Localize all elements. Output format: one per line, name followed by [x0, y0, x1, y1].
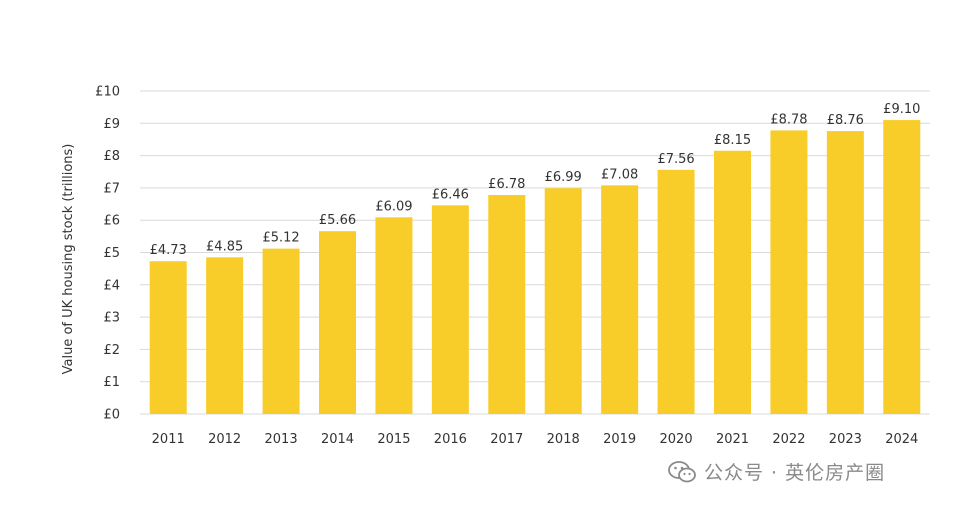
- x-tick-label: 2017: [490, 432, 523, 447]
- x-tick-label: 2015: [377, 432, 410, 447]
- data-label-2016: £6.46: [432, 187, 469, 202]
- data-label-2013: £5.12: [262, 231, 299, 246]
- x-tick-label: 2012: [208, 432, 241, 447]
- x-axis-ticks: 2011 2012 2013 2014 2015 2016 2017 2018 2019 2020…: [152, 432, 919, 447]
- data-label-2017: £6.78: [488, 177, 525, 192]
- x-tick-label: 2021: [716, 432, 749, 447]
- data-label-2012: £4.85: [206, 239, 243, 254]
- watermark-text: 公众号 · 英伦房产圈: [704, 462, 886, 484]
- x-tick-label: 2022: [772, 432, 805, 447]
- gridlines: [140, 90, 930, 415]
- bar-2020: [657, 169, 695, 414]
- y-tick-label: £7: [103, 181, 120, 196]
- x-tick-label: 2020: [660, 432, 693, 447]
- bar-2022: [770, 130, 808, 414]
- bar-2021: [714, 150, 751, 414]
- y-tick-label: £4: [103, 278, 120, 293]
- y-tick-label: £3: [103, 311, 120, 326]
- bar-2015: [375, 217, 413, 414]
- bar-2014: [319, 231, 356, 414]
- y-axis-ticks: £0 £1 £2 £3 £4 £5 £6 £7 £8 £9 £10: [95, 85, 120, 423]
- x-tick-label: 2024: [885, 432, 918, 447]
- y-tick-label: £5: [103, 246, 120, 261]
- data-label-2019: £7.08: [601, 167, 638, 182]
- bar-2019: [601, 185, 639, 414]
- data-label-2014: £5.66: [319, 213, 356, 228]
- data-label-2020: £7.56: [657, 152, 694, 167]
- x-tick-label: 2013: [265, 432, 298, 447]
- y-tick-label: £8: [103, 149, 120, 164]
- data-label-2011: £4.73: [150, 243, 187, 258]
- bar-2024: [883, 120, 921, 414]
- y-tick-label: £1: [103, 375, 120, 390]
- y-tick-label: £2: [103, 343, 120, 358]
- data-label-2023: £8.76: [827, 113, 864, 128]
- bar-2012: [206, 257, 244, 414]
- y-axis-title: Value of UK housing stock (trillions): [61, 144, 76, 375]
- data-label-2024: £9.10: [883, 102, 920, 117]
- data-label-2018: £6.99: [545, 170, 582, 185]
- data-labels: £4.73 £4.85 £5.12 £5.66 £6.09 £6.46 £6.78 £6.99…: [150, 102, 921, 258]
- bar-2017: [488, 195, 526, 414]
- y-tick-label: £6: [103, 214, 120, 229]
- x-tick-label: 2011: [152, 432, 185, 447]
- x-tick-label: 2016: [434, 432, 467, 447]
- bar-2018: [544, 188, 582, 414]
- y-tick-label: £0: [103, 408, 120, 423]
- bar-2013: [262, 248, 300, 414]
- bar-2016: [431, 205, 469, 414]
- data-label-2021: £8.15: [714, 133, 751, 148]
- wechat-icon: [668, 460, 696, 482]
- data-label-2022: £8.78: [770, 112, 807, 127]
- x-tick-label: 2019: [603, 432, 636, 447]
- bar-2011: [149, 261, 187, 414]
- y-tick-label: £10: [95, 85, 120, 100]
- y-tick-label: £9: [103, 117, 120, 132]
- bars: [149, 120, 921, 414]
- watermark: 公众号 · 英伦房产圈: [668, 458, 885, 485]
- x-tick-label: 2014: [321, 432, 354, 447]
- x-tick-label: 2018: [547, 432, 580, 447]
- data-label-2015: £6.09: [375, 199, 412, 214]
- bar-2023: [826, 131, 864, 414]
- x-tick-label: 2023: [829, 432, 862, 447]
